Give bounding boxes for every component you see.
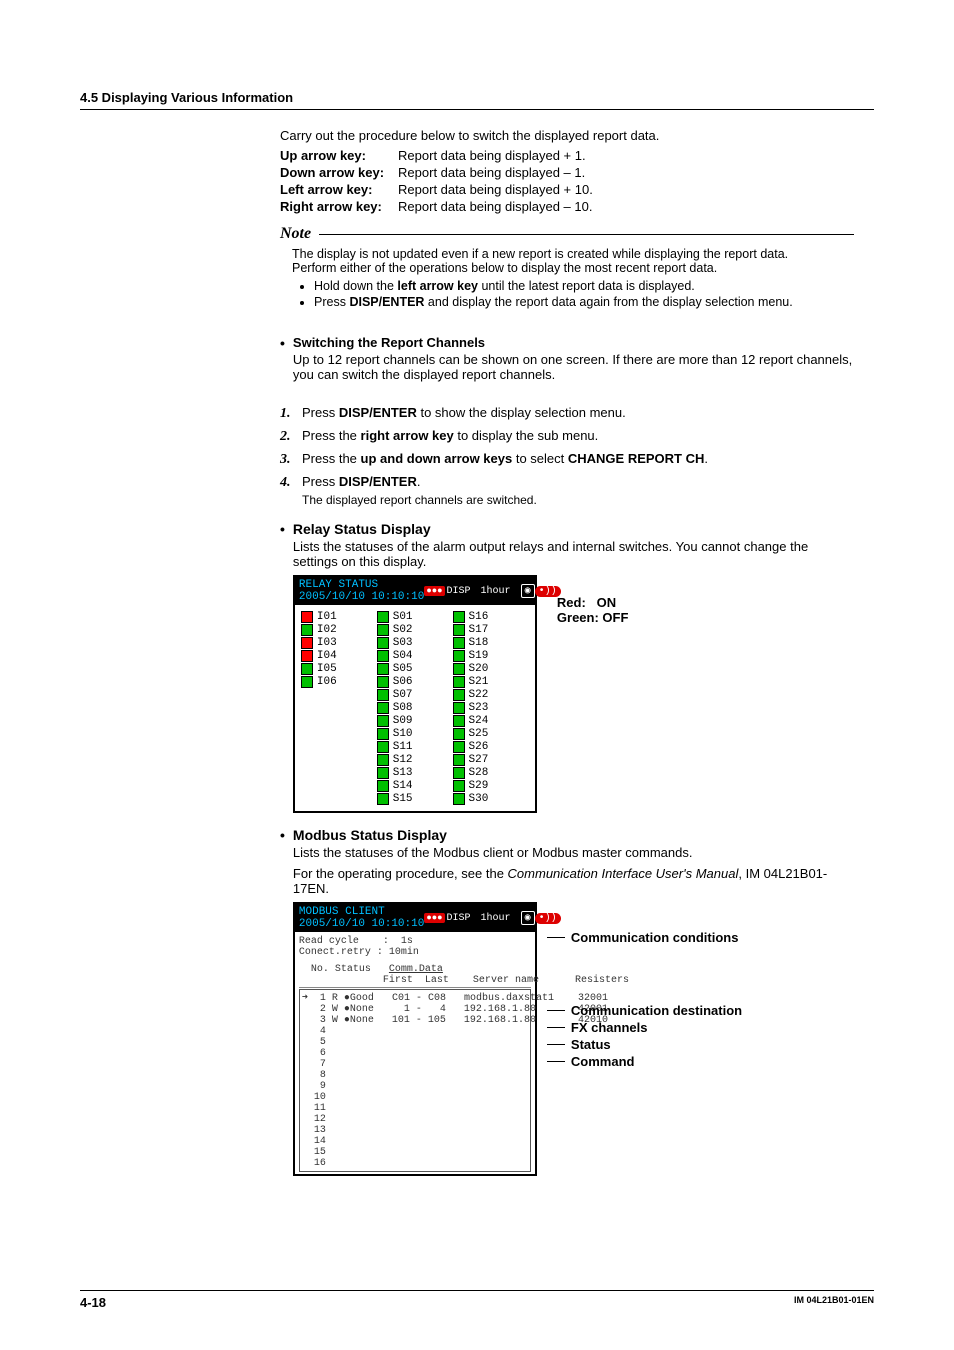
relay-item: S27	[453, 754, 489, 766]
table-row: Up arrow key:Report data being displayed…	[280, 147, 597, 164]
relay-legend: Red: ON Green: OFF	[557, 595, 629, 625]
switching-heading: Switching the Report Channels	[293, 335, 854, 350]
relay-item: I02	[301, 624, 337, 636]
relay-item: S26	[453, 741, 489, 753]
relay-item: S23	[453, 702, 489, 714]
section-header: 4.5 Displaying Various Information	[80, 90, 874, 105]
relay-item: S04	[377, 650, 413, 662]
note-label: Note	[280, 225, 311, 243]
relay-item: S14	[377, 780, 413, 792]
relay-item: S09	[377, 715, 413, 727]
relay-item: S16	[453, 611, 489, 623]
modbus-screenshot: MODBUS CLIENT 2005/10/10 10:10:10 ●●● DI…	[293, 902, 537, 1176]
relay-item: S22	[453, 689, 489, 701]
relay-item: S13	[377, 767, 413, 779]
relay-item: S30	[453, 793, 489, 805]
table-row: Down arrow key:Report data being display…	[280, 164, 597, 181]
relay-item: S25	[453, 728, 489, 740]
camera-icon: ◉	[521, 584, 535, 598]
bullet: •	[280, 521, 285, 537]
relay-item: S24	[453, 715, 489, 727]
relay-item: S21	[453, 676, 489, 688]
arrow-key-table: Up arrow key:Report data being displayed…	[280, 147, 597, 215]
sound-icon: •))	[535, 586, 561, 597]
relay-item: S19	[453, 650, 489, 662]
relay-item: I03	[301, 637, 337, 649]
relay-item: S01	[377, 611, 413, 623]
switching-desc: Up to 12 report channels can be shown on…	[293, 352, 854, 382]
relay-desc: Lists the statuses of the alarm output r…	[293, 539, 854, 569]
note-body: The display is not updated even if a new…	[292, 247, 854, 309]
table-row: Right arrow key:Report data being displa…	[280, 198, 597, 215]
relay-item: S20	[453, 663, 489, 675]
bullet: •	[280, 335, 285, 351]
relay-item: S08	[377, 702, 413, 714]
step-number: 1.	[280, 406, 302, 422]
relay-item: S12	[377, 754, 413, 766]
relay-item: S15	[377, 793, 413, 805]
table-row: Left arrow key:Report data being display…	[280, 181, 597, 198]
relay-item: S29	[453, 780, 489, 792]
modbus-heading: Modbus Status Display	[293, 827, 854, 843]
relay-item: S03	[377, 637, 413, 649]
bullet: •	[280, 827, 285, 843]
rec-icon: ●●●	[424, 586, 444, 596]
relay-heading: Relay Status Display	[293, 521, 854, 537]
relay-item: I04	[301, 650, 337, 662]
page-footer: 4-18 IM 04L21B01-01EN	[80, 1290, 874, 1310]
relay-item: S17	[453, 624, 489, 636]
modbus-desc1: Lists the statuses of the Modbus client …	[293, 845, 854, 860]
relay-item: S06	[377, 676, 413, 688]
intro-text: Carry out the procedure below to switch …	[280, 128, 854, 143]
relay-item: S11	[377, 741, 413, 753]
relay-item: S02	[377, 624, 413, 636]
step-number: 2.	[280, 429, 302, 445]
relay-item: S05	[377, 663, 413, 675]
relay-item: S07	[377, 689, 413, 701]
relay-item: S28	[453, 767, 489, 779]
note-rule	[319, 234, 854, 235]
camera-icon: ◉	[521, 911, 535, 925]
section-rule	[80, 109, 874, 110]
relay-item: I06	[301, 676, 337, 688]
modbus-desc2: For the operating procedure, see the Com…	[293, 866, 854, 896]
step-list: 1.Press DISP/ENTER to show the display s…	[280, 405, 854, 507]
relay-screenshot: RELAY STATUS 2005/10/10 10:10:10 ●●● DIS…	[293, 575, 537, 813]
relay-item: S10	[377, 728, 413, 740]
relay-item: I05	[301, 663, 337, 675]
step-number: 3.	[280, 452, 302, 468]
relay-item: S18	[453, 637, 489, 649]
modbus-labels: Communication conditions Communication d…	[547, 902, 742, 1071]
rec-icon: ●●●	[424, 913, 444, 923]
relay-item: I01	[301, 611, 337, 623]
step-number: 4.	[280, 475, 302, 491]
